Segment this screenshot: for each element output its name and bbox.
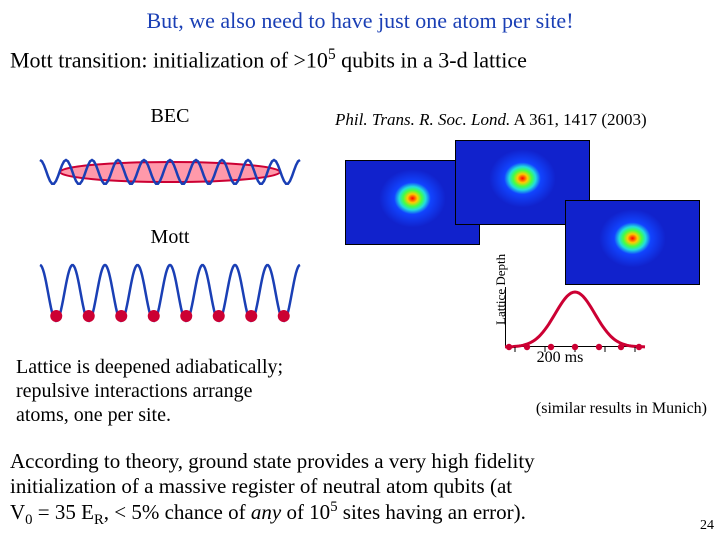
subtitle-post: qubits in a 3-d lattice	[336, 47, 527, 72]
citation: Phil. Trans. R. Soc. Lond. A 361, 1417 (…	[335, 110, 715, 130]
bottom-l3d: any	[251, 500, 281, 524]
bottom-l3e: of 10	[281, 500, 330, 524]
mott-wave-svg	[30, 253, 310, 343]
lattice-depth-plot: Lattice Depth 200 ms	[465, 270, 655, 365]
bec-diagram	[30, 132, 310, 212]
mott-caption: Lattice is deepened adiabatically; repul…	[10, 351, 330, 427]
bottom-subR: R	[94, 512, 104, 528]
subtitle: Mott transition: initialization of >105 …	[0, 34, 720, 79]
page-number: 24	[700, 518, 714, 534]
bottom-l3a: V	[10, 500, 25, 524]
bottom-l2: initialization of a massive register of …	[10, 474, 512, 498]
left-column: BEC Mott Lattice is deepened adiabatical…	[10, 105, 330, 427]
citation-journal: Phil. Trans. R. Soc. Lond.	[335, 110, 510, 129]
bec-label: BEC	[10, 105, 330, 128]
bottom-sub0: 0	[25, 512, 32, 528]
mott-label: Mott	[10, 226, 330, 249]
bottom-paragraph: According to theory, ground state provid…	[10, 449, 710, 530]
caption-l3: atoms, one per site.	[16, 404, 171, 426]
slide-title: But, we also need to have just one atom …	[0, 0, 720, 34]
munich-note: (similar results in Munich)	[335, 400, 715, 418]
title-text: But, we also need to have just one atom …	[146, 8, 573, 33]
mott-diagram	[30, 253, 310, 343]
bottom-exp5: 5	[330, 499, 337, 515]
caption-l1: Lattice is deepened adiabatically;	[16, 356, 283, 378]
experiment-images: Lattice Depth 200 ms	[335, 140, 715, 320]
bottom-l3f: sites having an error).	[338, 500, 526, 524]
subtitle-pre: Mott transition: initialization of >10	[10, 47, 328, 72]
caption-l2: repulsive interactions arrange	[16, 380, 253, 402]
bec-wave-svg	[30, 132, 310, 212]
bottom-l1: According to theory, ground state provid…	[10, 449, 535, 473]
bottom-l3b: = 35 E	[33, 500, 94, 524]
citation-rest: A 361, 1417 (2003)	[510, 110, 646, 129]
right-column: Phil. Trans. R. Soc. Lond. A 361, 1417 (…	[335, 110, 715, 418]
subtitle-exp: 5	[328, 46, 336, 63]
depth-ylabel: Lattice Depth	[493, 265, 509, 325]
bottom-l3c: , < 5% chance of	[104, 500, 251, 524]
depth-xlabel: 200 ms	[465, 349, 655, 367]
